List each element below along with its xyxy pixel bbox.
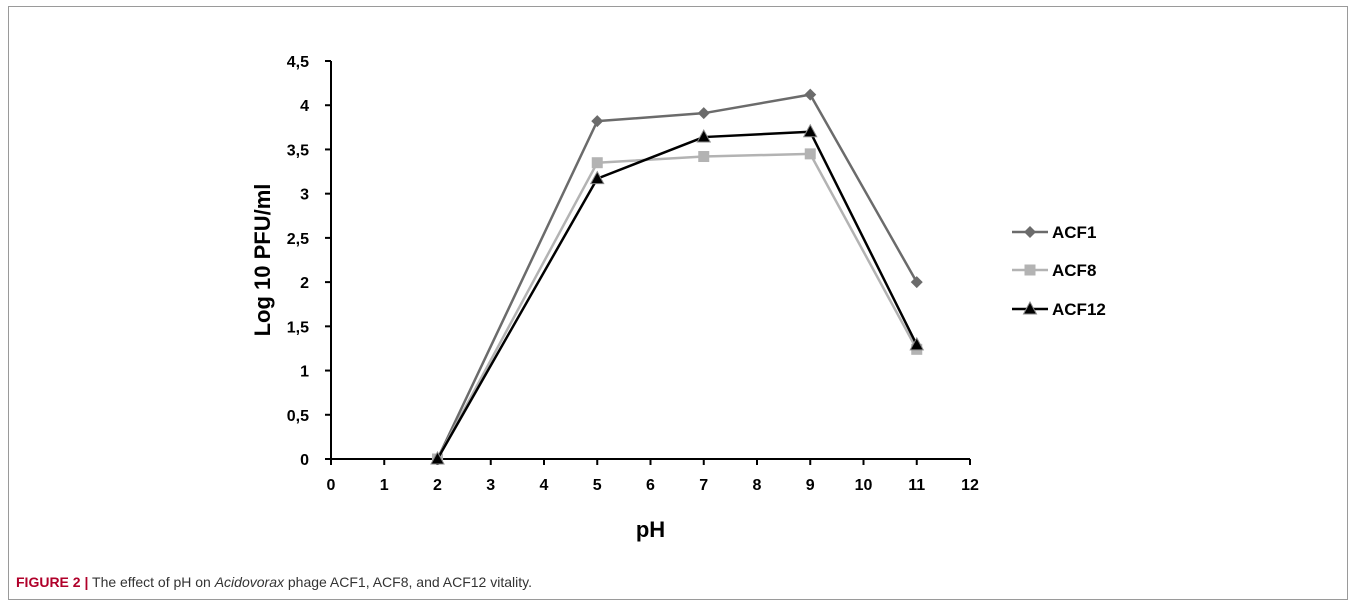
data-point-acf12 [430, 450, 445, 465]
x-tick-label: 5 [593, 477, 602, 494]
y-tick-label: 3,5 [287, 142, 309, 159]
chart-series [430, 88, 925, 465]
data-point-acf12 [589, 170, 605, 185]
series-line-acf12 [436, 130, 918, 460]
legend-marker-acf12 [1022, 300, 1038, 315]
x-tick-label: 11 [908, 477, 925, 494]
x-tick-label: 4 [540, 477, 549, 494]
series-line-acf1 [436, 93, 918, 460]
x-tick-label: 6 [646, 477, 655, 494]
x-tick-label: 3 [486, 477, 495, 494]
x-axis-title: pH [636, 517, 665, 542]
x-tick-label: 2 [433, 477, 442, 494]
legend-label-acf12: ACF12 [1052, 300, 1106, 319]
x-tick-label: 9 [806, 477, 815, 494]
x-tick-label: 7 [699, 477, 708, 494]
x-tick-label: 8 [753, 477, 762, 494]
figure-caption-label: FIGURE 2 | [16, 574, 89, 590]
y-tick-label: 4,5 [287, 54, 309, 71]
legend-label-acf8: ACF8 [1052, 261, 1096, 280]
x-tick-label: 12 [961, 477, 979, 494]
x-tick-label: 0 [327, 477, 336, 494]
y-tick-label: 1 [300, 364, 309, 381]
data-point-acf1 [697, 107, 710, 120]
y-tick-label: 3 [300, 187, 309, 204]
data-point-acf8 [804, 148, 816, 160]
chart-legend: ACF1 ACF8 ACF12 [1012, 223, 1106, 319]
x-tick-label: 1 [380, 477, 389, 494]
figure-caption-italic: Acidovorax [214, 574, 284, 590]
figure-caption: FIGURE 2 | The effect of pH on Acidovora… [16, 574, 532, 590]
legend-marker-acf1 [1024, 226, 1036, 238]
y-tick-label: 2,5 [287, 231, 309, 248]
x-tick-label: 10 [855, 477, 873, 494]
legend-marker-acf8 [1024, 264, 1036, 276]
y-tick-label: 0 [300, 452, 309, 469]
data-point-acf1 [591, 115, 604, 128]
y-axis-title: Log 10 PFU/ml [250, 184, 275, 337]
legend-label-acf1: ACF1 [1052, 223, 1096, 242]
figure-caption-text-after: phage ACF1, ACF8, and ACF12 vitality. [283, 574, 532, 590]
figure-frame [8, 6, 1348, 600]
y-tick-label: 1,5 [287, 319, 309, 336]
data-point-acf1 [804, 88, 817, 101]
y-tick-label: 4 [300, 98, 309, 115]
chart-axis-titles: pH Log 10 PFU/ml [250, 184, 665, 542]
y-tick-label: 2 [300, 275, 309, 292]
data-point-acf8 [591, 157, 603, 169]
data-point-acf12 [696, 129, 712, 143]
data-point-acf1 [910, 276, 923, 289]
data-point-acf12 [909, 336, 925, 351]
y-tick-label: 0,5 [287, 408, 309, 425]
data-point-acf12 [802, 123, 818, 138]
data-point-acf8 [698, 151, 710, 163]
figure-caption-text-before: The effect of pH on [88, 574, 215, 590]
